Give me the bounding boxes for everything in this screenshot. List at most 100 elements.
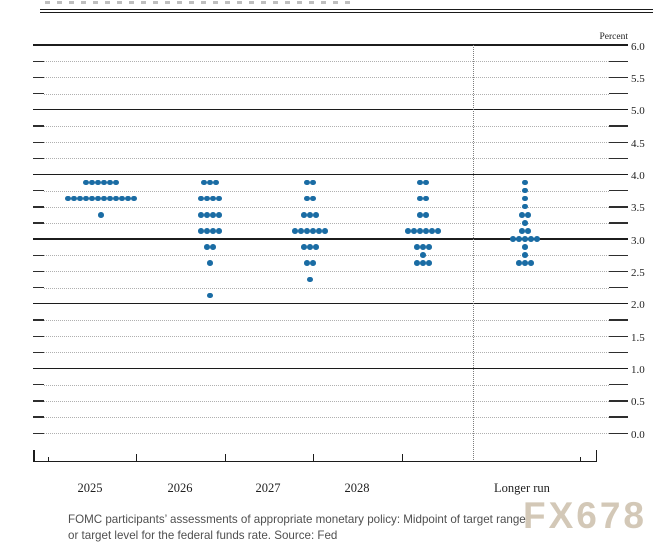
gridline-minor	[44, 352, 609, 354]
projection-dot	[304, 195, 310, 202]
dot-row-2027-2.625	[304, 260, 316, 267]
axis-tick-dash	[609, 432, 628, 434]
axis-tick-dash	[609, 351, 628, 354]
dot-row-longer-run-3.375	[519, 211, 531, 218]
gridline-minor	[44, 222, 609, 224]
gridline-major	[33, 173, 628, 176]
projection-dot	[207, 179, 213, 186]
projection-dot	[423, 228, 429, 234]
chart-caption: FOMC participants’ assessments of approp…	[68, 512, 623, 543]
y-axis-label: 2.0	[631, 299, 645, 312]
axis-tick-dash	[33, 416, 44, 418]
x-axis-line	[33, 460, 597, 462]
projection-dot	[131, 195, 137, 202]
x-axis-label-2028: 2028	[344, 481, 370, 495]
dot-row-longer-run-3.875	[522, 179, 528, 186]
y-axis-label: 3.0	[631, 234, 645, 247]
gridline-minor	[44, 336, 609, 337]
axis-tick-dash	[33, 157, 44, 160]
axis-tick-dash	[33, 206, 44, 208]
projection-dot	[95, 195, 101, 202]
projection-dot	[204, 228, 210, 234]
projection-dot	[310, 195, 316, 202]
y-axis-label: 6.0	[631, 40, 645, 53]
projection-dot	[522, 244, 528, 250]
axis-tick-dash	[33, 93, 44, 95]
y-axis-label: 0.0	[631, 428, 645, 441]
axis-tick-dash	[33, 254, 44, 257]
projection-dot	[310, 260, 316, 267]
dot-row-2026-2.125	[207, 292, 213, 299]
cropped-text-remnant	[45, 1, 355, 4]
dot-row-2028-2.625	[414, 260, 432, 267]
projection-dot	[510, 236, 516, 242]
dot-row-longer-run-3.5	[522, 203, 528, 210]
axis-tick-dash	[609, 222, 628, 224]
projection-dot	[423, 179, 429, 186]
projection-dot	[204, 195, 210, 202]
axis-tick-dash	[33, 400, 44, 402]
y-axis-label: 4.5	[631, 137, 645, 150]
projection-dot	[101, 179, 107, 186]
projection-dot	[210, 228, 216, 234]
projection-dot	[89, 195, 95, 202]
projection-dot	[83, 195, 89, 202]
projection-dot	[98, 211, 104, 218]
dot-row-2027-2.375	[307, 276, 313, 283]
y-axis-label: 0.5	[631, 396, 645, 409]
projection-dot	[207, 292, 213, 299]
projection-dot	[414, 244, 420, 250]
axis-tick-dash	[609, 93, 628, 95]
projection-dot	[65, 195, 71, 202]
projection-dot	[201, 179, 207, 186]
gridline-major	[33, 367, 628, 370]
axis-tick-dash	[33, 287, 44, 289]
projection-dot	[522, 203, 528, 210]
x-axis-tick	[313, 454, 315, 462]
projection-dot	[522, 187, 528, 194]
x-axis-minor-tick	[48, 457, 50, 462]
gridline-major	[33, 302, 628, 305]
projection-dot	[426, 244, 432, 250]
projection-dot	[301, 211, 307, 218]
projection-dot	[423, 195, 429, 202]
projection-dot	[528, 236, 534, 242]
projection-dot	[313, 244, 319, 250]
projection-dot	[119, 195, 125, 202]
projection-dot	[301, 244, 307, 250]
x-axis-label-longer-run: Longer run	[494, 481, 550, 495]
projection-dot	[313, 211, 319, 218]
axis-tick-dash	[609, 416, 628, 418]
projection-dot	[522, 252, 528, 258]
gridline-minor	[44, 271, 609, 273]
x-axis-left-corner-tick	[33, 450, 35, 462]
projection-dot	[213, 179, 219, 186]
y-axis-label: 4.0	[631, 169, 645, 182]
longer-run-separator-line	[473, 45, 474, 462]
projection-dot	[83, 179, 89, 186]
axis-tick-dash	[33, 222, 44, 224]
projection-dot	[304, 228, 310, 234]
dot-row-2026-3.875	[201, 179, 219, 186]
axis-tick-dash	[33, 141, 44, 143]
gridline-minor	[44, 190, 609, 192]
dot-row-2028-3.875	[417, 179, 429, 186]
projection-dot	[322, 228, 328, 234]
axis-tick-dash	[609, 190, 628, 192]
x-axis-minor-tick	[580, 457, 582, 462]
projection-dot	[426, 260, 432, 267]
dot-row-2025-3.625	[65, 195, 137, 202]
projection-dot	[216, 195, 222, 202]
projection-dot	[304, 179, 310, 186]
dot-row-2028-3.125	[405, 228, 441, 234]
gridline-major	[33, 238, 628, 240]
projection-dot	[198, 211, 204, 218]
dot-row-2026-3.625	[198, 195, 222, 202]
gridline-minor	[44, 125, 609, 127]
projection-dot	[525, 211, 531, 218]
x-axis-label-2025: 2025	[77, 481, 103, 495]
projection-dot	[429, 228, 435, 234]
projection-dot	[417, 179, 423, 186]
axis-tick-dash	[33, 335, 44, 337]
dot-row-longer-run-3.75	[522, 187, 528, 194]
